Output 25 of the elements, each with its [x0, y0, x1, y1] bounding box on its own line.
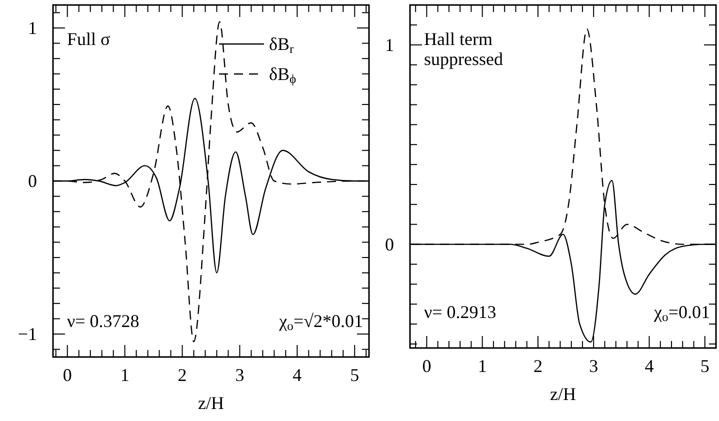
- annotation: χ$_{o}$=√2*0.01: [278, 311, 363, 334]
- x-tick-label: 3: [589, 356, 598, 376]
- x-tick-label: 4: [292, 365, 302, 385]
- annotation: Full σ: [67, 29, 111, 49]
- legend-label: δB$_{r}$: [269, 34, 294, 56]
- annotation: ν= 0.2913: [424, 302, 496, 322]
- legend-label: δB$_{ϕ}$: [269, 64, 296, 86]
- annotation: χ$_{o}$=0.01: [653, 302, 710, 324]
- x-axis-title: z/H: [198, 393, 224, 413]
- x-tick-label: 2: [533, 356, 542, 376]
- x-tick-label: 1: [120, 365, 130, 385]
- annotation: ν= 0.3728: [67, 311, 140, 331]
- x-axis-title: z/H: [550, 384, 576, 404]
- x-tick-label: 0: [422, 356, 432, 376]
- x-tick-label: 0: [62, 365, 72, 385]
- annotation: Hall term suppressed: [424, 29, 503, 69]
- x-tick-label: 5: [350, 365, 360, 385]
- x-tick-label: 1: [478, 356, 487, 376]
- x-tick-label: 3: [235, 365, 244, 385]
- x-tick-label: 5: [700, 356, 710, 376]
- x-tick-label: 2: [178, 365, 187, 385]
- y-tick-label: 0: [28, 171, 37, 191]
- y-tick-label: 1: [28, 18, 37, 38]
- y-tick-label: −1: [18, 324, 37, 344]
- x-tick-label: 4: [644, 356, 654, 376]
